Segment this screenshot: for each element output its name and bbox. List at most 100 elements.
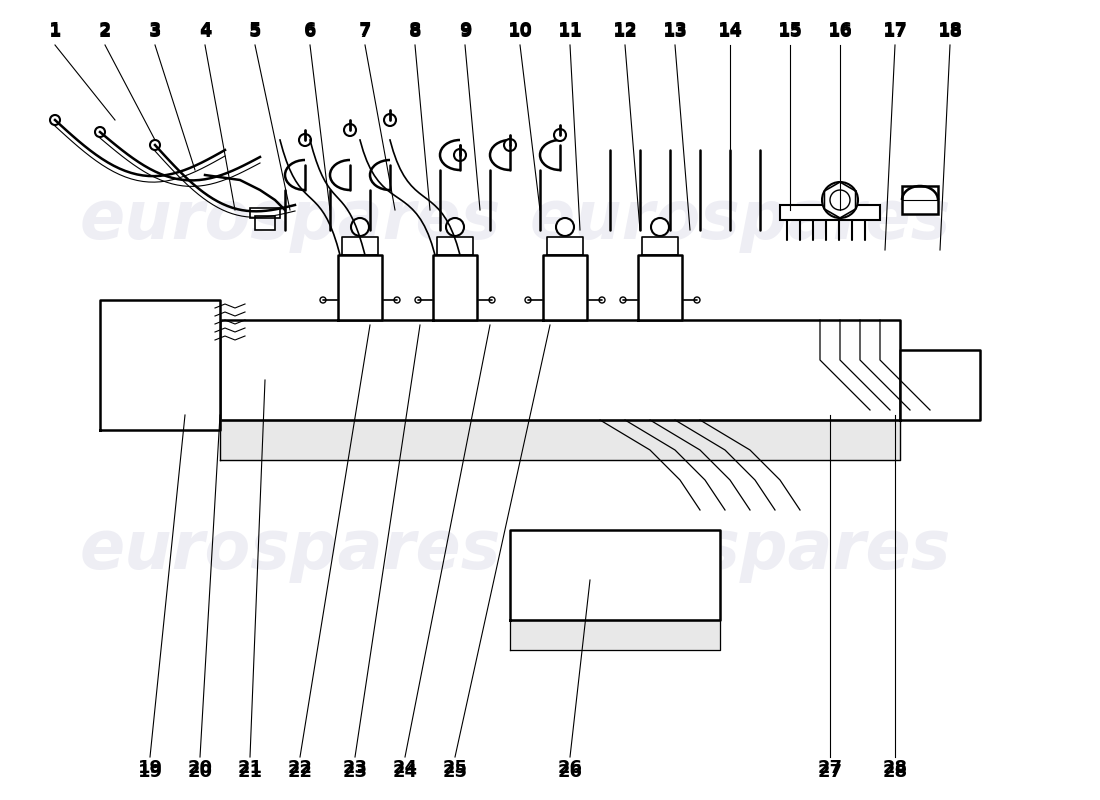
Text: 23: 23 [342, 759, 367, 777]
Text: 16: 16 [827, 21, 853, 39]
Circle shape [556, 218, 574, 236]
Text: 10: 10 [507, 23, 532, 41]
Bar [108, 381, 208, 395]
Bar [108, 341, 208, 355]
Bar [108, 381, 154, 395]
Text: 8: 8 [409, 21, 421, 39]
Polygon shape [437, 237, 473, 255]
Text: 8: 8 [409, 23, 421, 41]
Text: 9: 9 [459, 21, 471, 39]
Bar [255, 216, 275, 230]
Text: 26: 26 [558, 763, 583, 781]
Text: 6: 6 [304, 23, 317, 41]
Text: 11: 11 [558, 21, 583, 39]
Polygon shape [100, 300, 220, 430]
Circle shape [394, 297, 400, 303]
Circle shape [299, 134, 311, 146]
Polygon shape [900, 350, 980, 420]
Text: 4: 4 [199, 23, 211, 41]
Text: 18: 18 [937, 21, 962, 39]
Bar [902, 186, 938, 214]
Bar [610, 337, 630, 353]
Bar [568, 320, 580, 345]
Bar [108, 361, 208, 375]
Bar [108, 401, 208, 415]
Bar [908, 395, 968, 405]
Text: eurospares: eurospares [80, 187, 502, 253]
Bar [550, 320, 562, 345]
Bar [780, 205, 880, 220]
Text: 5: 5 [249, 21, 262, 39]
Bar [108, 361, 154, 375]
Text: 16: 16 [827, 23, 853, 41]
Text: 5: 5 [249, 23, 262, 41]
Text: 13: 13 [662, 21, 688, 39]
Polygon shape [220, 420, 900, 460]
Bar [645, 320, 657, 345]
Circle shape [351, 218, 369, 236]
Text: 4: 4 [199, 21, 211, 39]
Text: 28: 28 [882, 759, 908, 777]
Text: 17: 17 [882, 23, 908, 41]
Circle shape [822, 182, 858, 218]
Text: 17: 17 [882, 21, 908, 39]
Bar [108, 321, 154, 335]
Circle shape [150, 140, 160, 150]
Text: eurospares: eurospares [530, 187, 952, 253]
Bar [908, 367, 968, 377]
Text: 2: 2 [99, 23, 111, 41]
Bar [490, 337, 510, 353]
Circle shape [620, 297, 626, 303]
Text: 9: 9 [459, 23, 471, 41]
Polygon shape [433, 255, 477, 320]
Circle shape [50, 115, 60, 125]
Text: 1: 1 [48, 23, 62, 41]
Text: 3: 3 [148, 23, 162, 41]
Text: 7: 7 [359, 23, 372, 41]
Circle shape [651, 218, 669, 236]
Circle shape [95, 127, 104, 137]
Bar [458, 320, 470, 345]
Text: 18: 18 [937, 23, 962, 41]
Text: 2: 2 [99, 21, 111, 39]
Bar [908, 381, 968, 391]
Text: 19: 19 [138, 759, 163, 777]
Bar [820, 323, 900, 345]
Text: 19: 19 [138, 763, 163, 781]
Text: 14: 14 [717, 23, 743, 41]
Polygon shape [543, 255, 587, 320]
Text: 22: 22 [287, 759, 312, 777]
Circle shape [694, 297, 700, 303]
Text: 21: 21 [238, 763, 263, 781]
Circle shape [320, 297, 326, 303]
Text: 21: 21 [238, 759, 263, 777]
Text: 15: 15 [778, 23, 803, 41]
Polygon shape [342, 237, 378, 255]
Circle shape [344, 124, 356, 136]
Bar [440, 320, 452, 345]
Polygon shape [510, 620, 720, 650]
Text: 25: 25 [442, 759, 468, 777]
Circle shape [415, 297, 421, 303]
Text: 24: 24 [393, 759, 418, 777]
Polygon shape [547, 237, 583, 255]
Bar [430, 337, 450, 353]
Bar [345, 320, 358, 345]
Bar [663, 320, 675, 345]
Text: 28: 28 [882, 763, 908, 781]
Text: 12: 12 [613, 21, 638, 39]
Bar [108, 341, 154, 355]
Text: 3: 3 [148, 21, 162, 39]
Circle shape [572, 557, 608, 593]
Bar [550, 337, 570, 353]
Text: 1: 1 [48, 21, 62, 39]
Polygon shape [338, 255, 382, 320]
Text: 23: 23 [342, 763, 367, 781]
Text: 6: 6 [304, 21, 317, 39]
Circle shape [600, 297, 605, 303]
Bar [379, 337, 400, 353]
Text: 26: 26 [558, 759, 583, 777]
Bar [908, 353, 968, 363]
Circle shape [490, 297, 495, 303]
Text: 14: 14 [717, 21, 743, 39]
